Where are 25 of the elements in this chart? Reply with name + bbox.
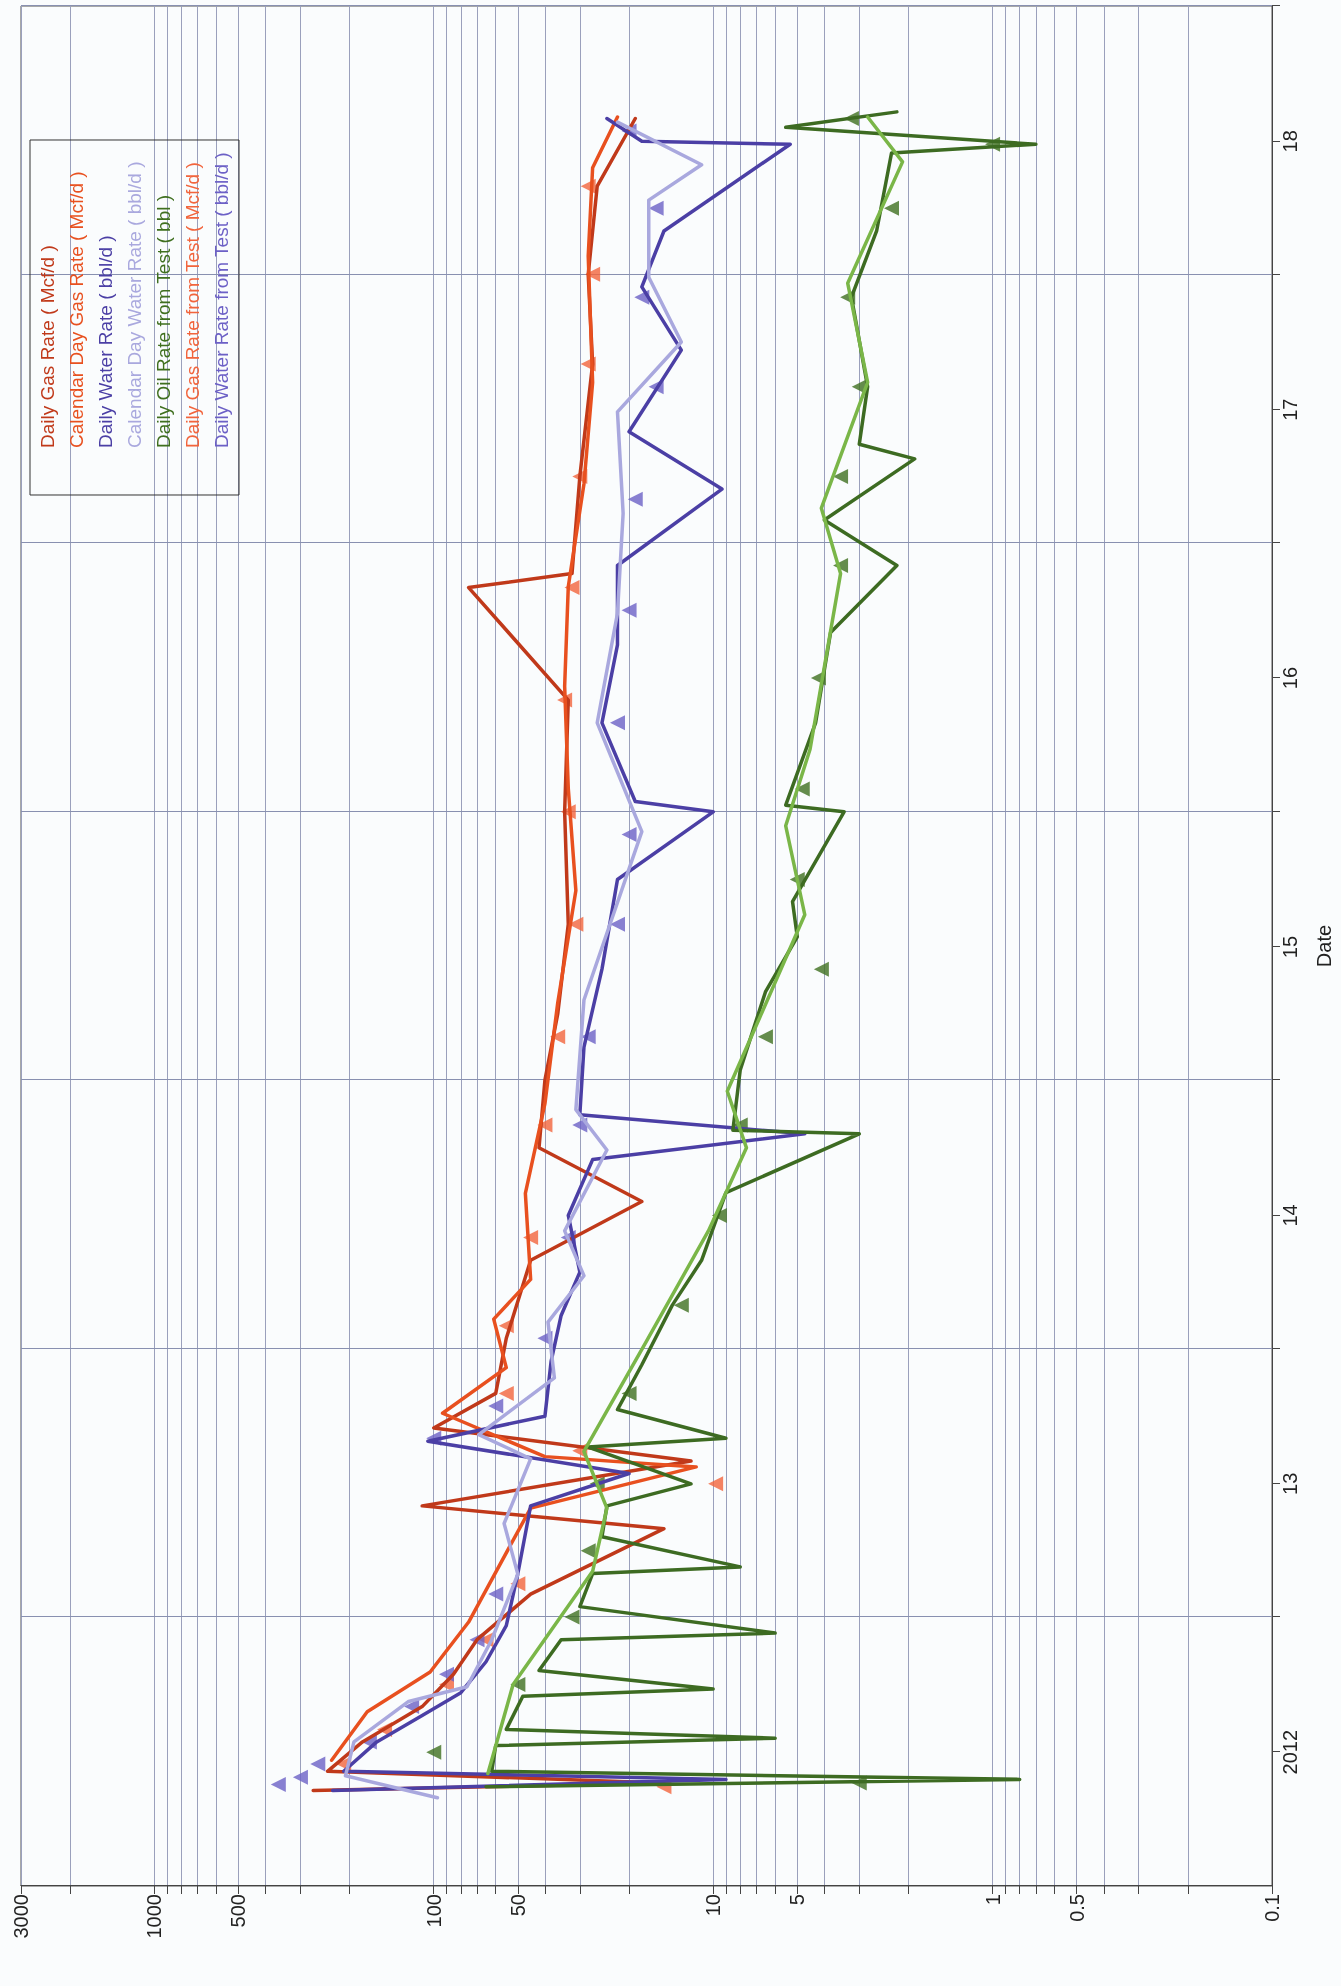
x-tick-label: 500 xyxy=(227,1894,250,1928)
x-tick-label: 5 xyxy=(786,1894,809,1906)
x-tick-label: 0.5 xyxy=(1065,1894,1088,1922)
y-tick-label: 2012 xyxy=(1279,1729,1301,1775)
text: Daily Gas Rate ( Mcf/d ) xyxy=(37,245,58,448)
x-tick-label: 50 xyxy=(506,1894,529,1917)
text: Daily Oil Rate from Test ( bbl ) xyxy=(153,194,174,448)
x-tick-label: 100 xyxy=(422,1894,445,1928)
x-tick-label: 3000 xyxy=(10,1894,32,1939)
x-tick-label: 0.1 xyxy=(1261,1894,1283,1922)
y-tick-label: 17 xyxy=(1279,398,1301,421)
text: Daily Water Rate from Test ( bbl/d ) xyxy=(211,152,232,448)
text: Daily Gas Rate from Test ( Mcf/d ) xyxy=(182,162,203,448)
text: Daily Water Rate ( bbl/d ) xyxy=(95,235,116,448)
text: Calendar Day Gas Rate ( Mcf/d ) xyxy=(66,171,87,448)
y-tick-label: 15 xyxy=(1279,935,1301,959)
text: Calendar Day Water Rate ( bbl/d ) xyxy=(124,161,145,448)
x-tick-label: 1 xyxy=(981,1894,1004,1906)
x-tick-label: 1000 xyxy=(143,1894,166,1939)
y-tick-label: 13 xyxy=(1279,1472,1301,1495)
y-tick-label: 14 xyxy=(1279,1204,1301,1227)
y-tick-label: 18 xyxy=(1279,130,1301,153)
y-axis-title: Date xyxy=(1313,924,1335,968)
y-tick-label: 16 xyxy=(1279,666,1301,690)
x-tick-label: 10 xyxy=(702,1894,725,1917)
